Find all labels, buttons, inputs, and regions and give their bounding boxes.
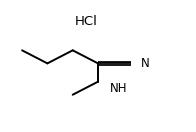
- Text: N: N: [141, 57, 150, 70]
- Text: HCl: HCl: [75, 15, 98, 28]
- Text: NH: NH: [110, 82, 127, 95]
